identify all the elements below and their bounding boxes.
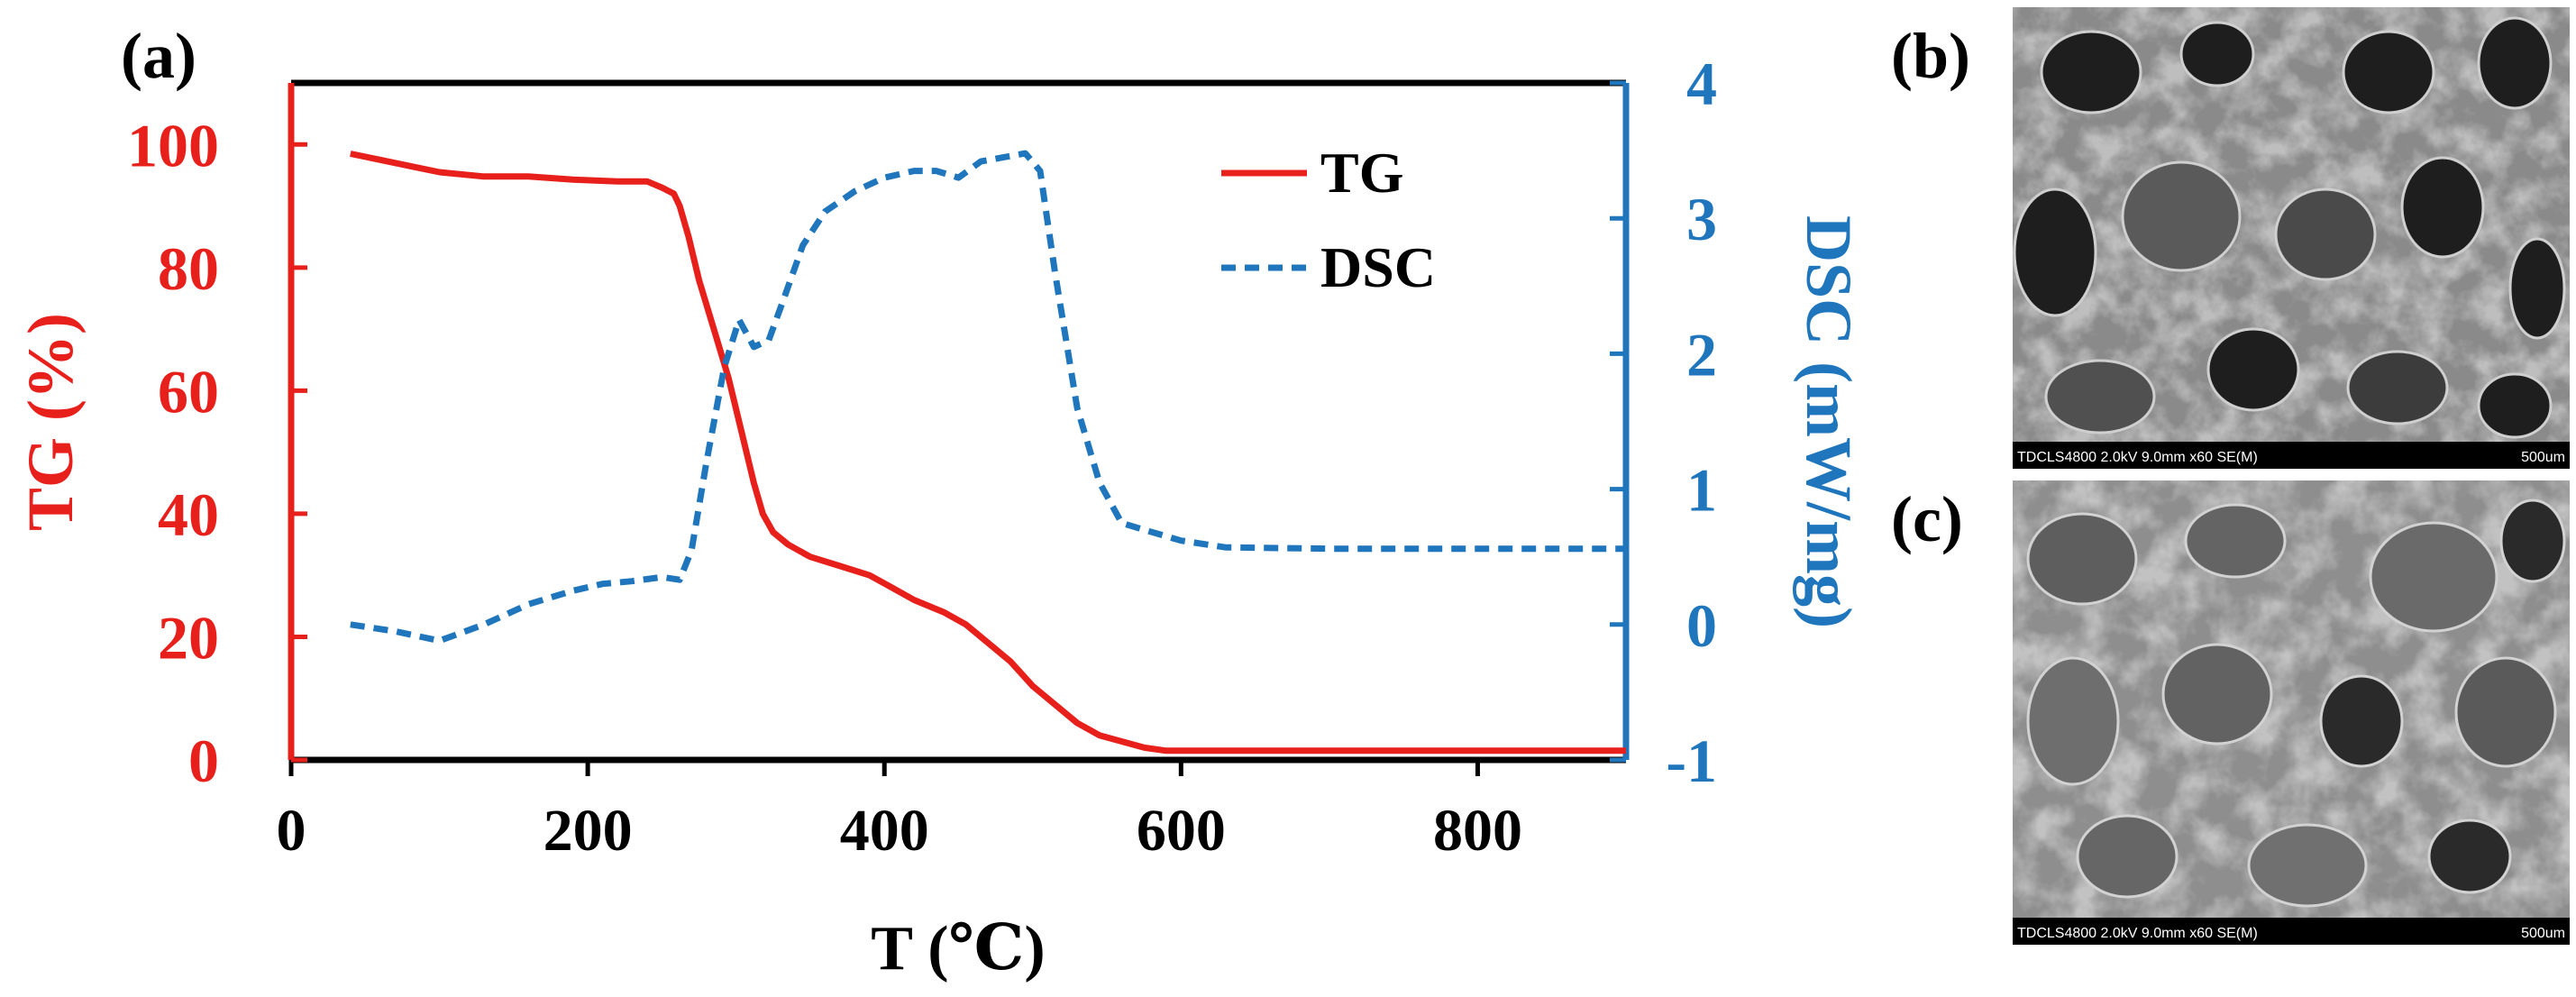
x-tick-label: 400	[840, 798, 929, 864]
y-right-tick-label: 2	[1686, 320, 1717, 389]
series-dsc-line	[350, 150, 1626, 645]
pore	[2369, 521, 2498, 633]
x-axis-ticks: 0 200 400 600 800	[277, 760, 1522, 864]
pore	[2454, 656, 2557, 768]
pore	[2274, 188, 2377, 281]
y-right-tick-label: 3	[1686, 185, 1717, 253]
y-right-axis-ticks: -1 0 1 2 3 4	[1610, 50, 1717, 795]
legend: TG DSC	[1221, 141, 1436, 299]
pore	[2179, 21, 2255, 87]
y-left-tick-label: 40	[158, 480, 219, 549]
legend-tg-label: TG	[1320, 141, 1403, 205]
pore	[2346, 350, 2449, 425]
pore	[2400, 156, 2485, 259]
pore	[2076, 814, 2179, 899]
y-left-axis-label: TG (%)	[14, 313, 87, 531]
pore	[2121, 160, 2242, 272]
y-left-tick-label: 20	[158, 603, 219, 672]
pore	[2342, 30, 2435, 114]
y-left-tick-label: 80	[158, 234, 219, 303]
series-layer	[350, 150, 1626, 755]
pore	[2319, 674, 2404, 768]
pore	[2184, 503, 2287, 579]
pore	[2247, 823, 2368, 908]
sem-image-b: (b) TDCLS4800 2.0kV 9.0mm x60 SE(M) 500u…	[1891, 7, 2570, 469]
sem-image-c: (c) TDCLS4800 2.0kV 9.0mm x60 SE(M) 500u…	[1891, 480, 2570, 945]
series-tg-line	[350, 151, 1626, 755]
x-tick-label: 0	[277, 798, 306, 864]
sem-b-caption: TDCLS4800 2.0kV 9.0mm x60 SE(M)	[2017, 450, 2258, 465]
panel-label-a: (a)	[121, 20, 196, 92]
x-tick-label: 200	[544, 798, 633, 864]
pore	[2499, 498, 2566, 583]
y-left-tick-label: 0	[188, 727, 219, 795]
panel-label-c: (c)	[1891, 483, 1963, 555]
sem-c-pores	[2026, 498, 2566, 908]
sem-c-caption-bar	[2013, 918, 2570, 945]
y-right-tick-label: 0	[1686, 591, 1717, 660]
pore	[2013, 188, 2097, 317]
sem-c-caption: TDCLS4800 2.0kV 9.0mm x60 SE(M)	[2017, 926, 2258, 941]
pore	[2044, 359, 2156, 434]
pore	[2508, 237, 2566, 340]
pore	[2206, 327, 2300, 412]
y-right-tick-label: -1	[1666, 727, 1717, 795]
pore	[2161, 643, 2273, 745]
legend-dsc-label: DSC	[1320, 235, 1436, 299]
y-right-tick-label: 1	[1686, 456, 1717, 525]
pore	[2026, 512, 2138, 606]
sem-b-scalebar-label: 500um	[2521, 450, 2565, 465]
y-right-tick-label: 4	[1686, 50, 1717, 118]
y-right-axis-label: DSC (mW/mg)	[1793, 215, 1865, 628]
pore	[2477, 372, 2553, 439]
sem-c-scalebar-label: 500um	[2521, 926, 2565, 941]
x-tick-label: 600	[1137, 798, 1226, 864]
x-tick-label: 800	[1433, 798, 1522, 864]
y-left-tick-label: 100	[127, 111, 219, 179]
tg-dsc-chart: 0 200 400 600 800 0 20 40 60 80 100 -1 0 1 2 3 4 T (℃)…	[14, 20, 1865, 983]
y-left-axis-ticks: 0 20 40 60 80 100	[127, 111, 307, 795]
pore	[2477, 16, 2553, 110]
pore	[2040, 30, 2142, 114]
x-axis-label: T (℃)	[871, 914, 1045, 983]
y-left-tick-label: 60	[158, 357, 219, 425]
pore	[2427, 819, 2512, 894]
sem-b-caption-bar	[2013, 442, 2570, 469]
panel-label-b: (b)	[1891, 20, 1970, 92]
sem-b-pores	[2013, 16, 2566, 439]
pore	[2026, 656, 2120, 786]
